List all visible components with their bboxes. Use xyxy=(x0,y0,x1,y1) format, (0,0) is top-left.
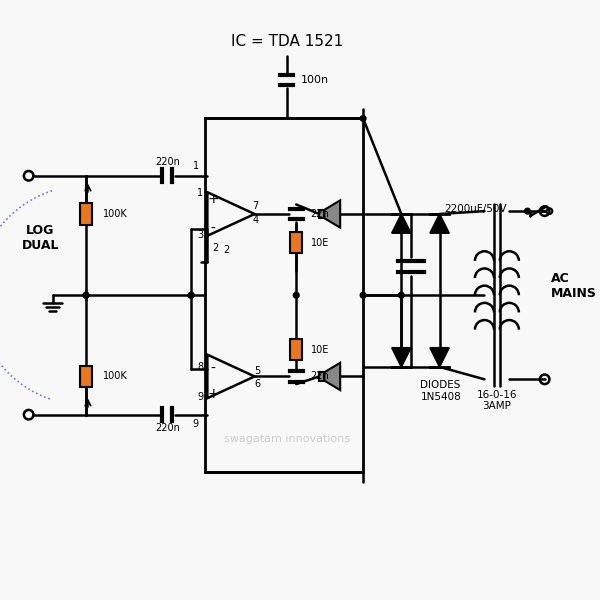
Text: -: - xyxy=(211,222,215,236)
Text: 2200uF/50V: 2200uF/50V xyxy=(445,204,507,214)
Text: 8: 8 xyxy=(197,362,203,372)
Text: 22n: 22n xyxy=(311,209,329,219)
Text: +: + xyxy=(207,386,219,401)
Text: LOG
DUAL: LOG DUAL xyxy=(22,224,59,252)
Text: 4: 4 xyxy=(252,215,258,225)
Circle shape xyxy=(360,116,366,121)
Bar xyxy=(319,210,325,218)
Text: 100K: 100K xyxy=(103,371,128,382)
Text: 1: 1 xyxy=(197,188,203,198)
Text: DIODES
1N5408: DIODES 1N5408 xyxy=(421,380,461,401)
Text: 6: 6 xyxy=(254,379,260,389)
Text: 100n: 100n xyxy=(301,75,329,85)
Circle shape xyxy=(188,292,194,298)
Text: IC = TDA 1521: IC = TDA 1521 xyxy=(230,34,343,49)
Polygon shape xyxy=(392,348,411,367)
Bar xyxy=(290,339,302,360)
Text: 5: 5 xyxy=(254,366,260,376)
Text: 10E: 10E xyxy=(311,344,329,355)
Circle shape xyxy=(83,292,89,298)
Text: 1: 1 xyxy=(193,161,199,171)
Text: -: - xyxy=(211,362,215,376)
Text: 220n: 220n xyxy=(155,157,179,167)
Text: 7: 7 xyxy=(252,202,258,211)
Circle shape xyxy=(188,292,194,298)
Text: 9: 9 xyxy=(193,419,199,429)
Circle shape xyxy=(360,292,366,298)
Bar xyxy=(80,366,92,387)
Text: 16-0-16
3AMP: 16-0-16 3AMP xyxy=(476,389,517,411)
Text: +: + xyxy=(207,192,219,206)
Bar xyxy=(319,372,325,380)
Text: 22n: 22n xyxy=(311,371,329,382)
Text: 220n: 220n xyxy=(155,423,179,433)
Text: 100K: 100K xyxy=(103,209,128,219)
Polygon shape xyxy=(430,348,449,367)
Circle shape xyxy=(524,208,530,214)
Polygon shape xyxy=(392,214,411,233)
Polygon shape xyxy=(325,363,340,390)
Text: 3: 3 xyxy=(197,230,203,240)
Text: 10E: 10E xyxy=(311,238,329,248)
Polygon shape xyxy=(430,214,449,233)
Text: AC
MAINS: AC MAINS xyxy=(551,272,597,299)
Circle shape xyxy=(293,292,299,298)
Polygon shape xyxy=(325,200,340,227)
Text: 9: 9 xyxy=(197,392,203,403)
Text: 2: 2 xyxy=(223,245,230,256)
Text: swagatam innovations: swagatam innovations xyxy=(224,434,350,443)
Bar xyxy=(80,203,92,224)
Text: 2: 2 xyxy=(212,244,218,253)
Bar xyxy=(290,232,302,253)
Circle shape xyxy=(83,292,89,298)
Circle shape xyxy=(398,292,404,298)
Bar xyxy=(205,118,363,472)
